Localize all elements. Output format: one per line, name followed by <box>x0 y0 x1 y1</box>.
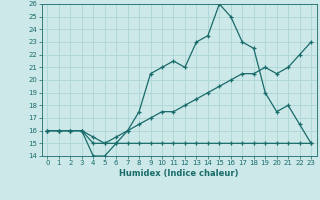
X-axis label: Humidex (Indice chaleur): Humidex (Indice chaleur) <box>119 169 239 178</box>
